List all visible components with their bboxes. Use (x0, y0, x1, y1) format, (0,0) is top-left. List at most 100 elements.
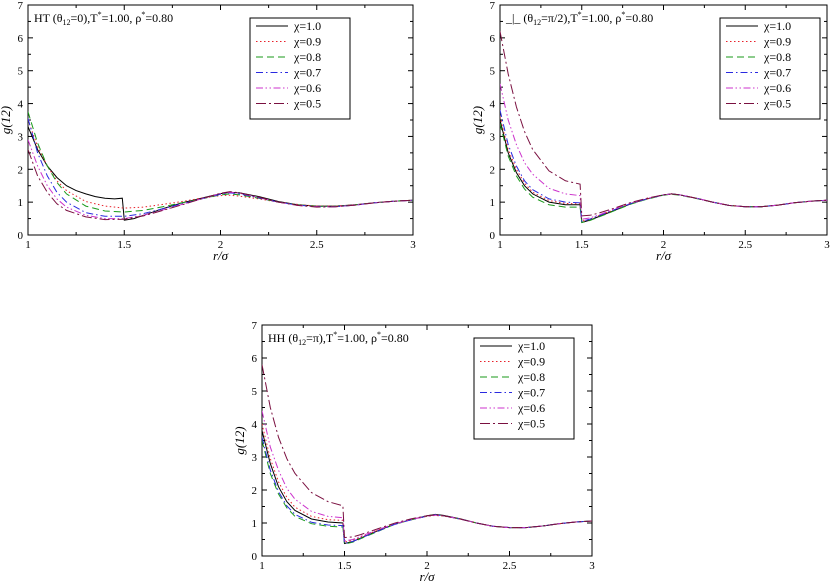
plot-frame (27, 4, 414, 236)
legend-entry-6: χ=0.5 (517, 417, 545, 431)
series-line-2 (262, 423, 592, 543)
title-part-rest2: =1.00, ρ (102, 11, 142, 25)
panel-title: HH (θ12=π),T*=1.00, ρ*=0.80 (268, 330, 409, 347)
y-tick-label: 5 (490, 66, 496, 78)
y-tick-label: 1 (252, 518, 258, 530)
legend-entry-5: χ=0.6 (763, 81, 791, 95)
title-part-sup2: * (377, 330, 381, 339)
panel-title: HT (θ12=0),T*=1.00, ρ*=0.80 (34, 10, 173, 27)
x-tick-label: 1 (497, 239, 503, 251)
legend-entry-1: χ=1.0 (763, 19, 791, 33)
x-tick-label: 1 (25, 239, 31, 251)
y-tick-label: 3 (18, 131, 24, 143)
y-tick-label: 3 (252, 452, 258, 464)
title-part-sub: 12 (298, 338, 306, 347)
y-tick-label: 7 (252, 320, 258, 332)
legend-entry-4: χ=0.7 (293, 66, 321, 80)
legend-entry-5: χ=0.6 (517, 401, 545, 415)
x-tick-label: 1.5 (338, 560, 352, 572)
series-line-6 (500, 31, 827, 217)
y-tick-label: 7 (18, 0, 24, 12)
y-tick-label: 2 (252, 485, 258, 497)
y-tick-label: 4 (18, 99, 24, 111)
legend-entry-4: χ=0.7 (763, 66, 791, 80)
y-tick-label: 7 (490, 0, 496, 12)
title-part-rest3: =0.80 (145, 11, 173, 25)
legend-entry-3: χ=0.8 (763, 50, 791, 64)
legend-entry-4: χ=0.7 (517, 386, 545, 400)
title-part-sub: 12 (533, 18, 541, 27)
y-tick-label: 2 (490, 164, 496, 176)
y-tick-label: 4 (252, 419, 258, 431)
y-tick-label: 1 (18, 197, 24, 209)
series-group (262, 364, 592, 545)
series-line-4 (28, 118, 413, 217)
y-tick-label: 0 (490, 230, 496, 242)
series-line-6 (262, 364, 592, 539)
legend-box (473, 337, 575, 440)
y-axis-label: g(12) (232, 426, 247, 454)
series-line-5 (28, 139, 413, 220)
y-tick-label: 4 (490, 99, 496, 111)
title-part-rest2: =1.00, ρ (337, 331, 377, 345)
title-part-prefix: _|_ (θ (505, 11, 533, 25)
series-line-2 (28, 119, 413, 209)
title-part-prefix: HH (θ (268, 331, 298, 345)
x-axis-label: r/σ (213, 248, 229, 263)
title-part-sup2: * (621, 10, 625, 19)
x-tick-label: 1.5 (117, 239, 131, 251)
series-line-6 (28, 149, 413, 221)
title-part-prefix: HT (θ (34, 11, 63, 25)
legend-entry-3: χ=0.8 (293, 50, 321, 64)
title-part-rest: =π),T (306, 331, 334, 345)
y-tick-label: 5 (252, 386, 258, 398)
x-axis-label: r/σ (656, 248, 672, 263)
y-tick-label: 1 (490, 197, 496, 209)
x-tick-label: 1 (259, 560, 265, 572)
x-tick-label: 3 (589, 560, 595, 572)
legend: χ=1.0 χ=0.9χ=0.8 χ=0.7χ=0.6 χ=0.5 (473, 337, 575, 440)
title-part-rest2: =1.00, ρ (582, 11, 622, 25)
x-tick-label: 2 (661, 239, 667, 251)
y-tick-label: 6 (252, 353, 258, 365)
y-tick-label: 0 (252, 551, 258, 563)
series-line-5 (262, 410, 592, 542)
legend-entry-2: χ=0.9 (517, 355, 545, 369)
y-axis-label: g(12) (470, 106, 485, 134)
series-line-1 (262, 430, 592, 545)
y-tick-label: 0 (18, 230, 24, 242)
x-tick-label: 2.5 (503, 560, 517, 572)
y-tick-label: 6 (490, 33, 496, 45)
y-tick-label: 5 (18, 66, 24, 78)
title-part-sup1: * (333, 330, 337, 339)
y-axis-label: g(12) (0, 106, 13, 134)
title-part-rest3: =0.80 (381, 331, 409, 345)
legend-entry-2: χ=0.9 (763, 35, 791, 49)
y-tick-label: 6 (18, 33, 24, 45)
legend-entry-6: χ=0.5 (293, 97, 321, 111)
title-part-rest3: =0.80 (625, 11, 653, 25)
x-tick-label: 2 (424, 560, 430, 572)
legend-entry-1: χ=1.0 (293, 19, 321, 33)
x-axis-label: r/σ (419, 569, 435, 582)
legend-entry-6: χ=0.5 (763, 97, 791, 111)
y-tick-label: 2 (18, 164, 24, 176)
x-tick-label: 3 (824, 239, 830, 251)
x-tick-label: 2.5 (310, 239, 324, 251)
x-tick-label: 2.5 (738, 239, 752, 251)
series-group (28, 111, 413, 221)
x-tick-label: 3 (410, 239, 416, 251)
legend-entry-5: χ=0.6 (293, 81, 321, 95)
title-part-rest: =0),T (71, 11, 99, 25)
series-line-3 (500, 123, 827, 224)
title-part-sup1: * (98, 10, 102, 19)
legend-box (719, 17, 821, 120)
title-part-rest: =π/2),T (541, 11, 578, 25)
legend: χ=1.0 χ=0.9χ=0.8 χ=0.7χ=0.6 χ=0.5 (249, 17, 351, 120)
series-group (500, 31, 827, 224)
legend: χ=1.0 χ=0.9χ=0.8 χ=0.7χ=0.6 χ=0.5 (719, 17, 821, 120)
x-tick-label: 2 (218, 239, 224, 251)
